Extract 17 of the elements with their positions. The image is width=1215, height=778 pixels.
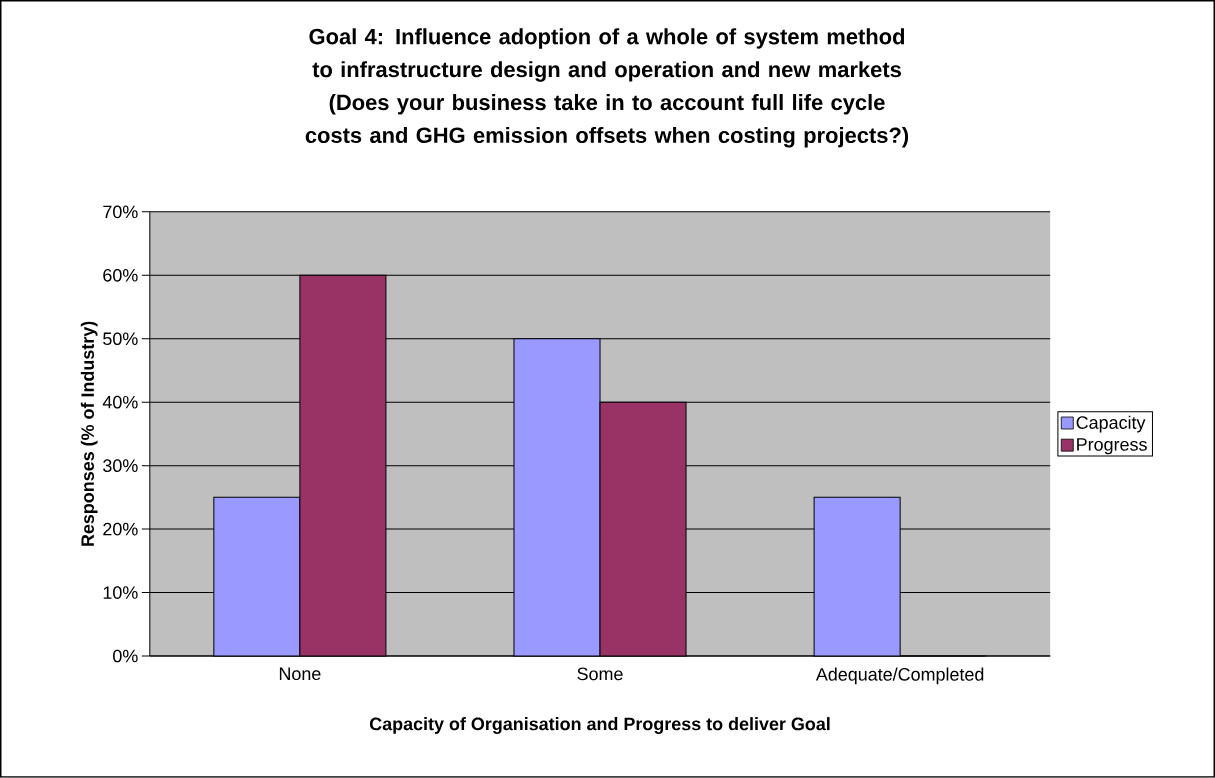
y-tick-label: 10%	[103, 586, 138, 599]
y-tick-label: 30%	[103, 459, 138, 473]
legend-label: Progress	[1077, 438, 1147, 455]
legend-label: Capacity	[1076, 415, 1146, 433]
y-tick-label: 70%	[103, 205, 138, 219]
x-tick-label: Some	[577, 667, 623, 681]
x-axis-title: Capacity of Organisation and Progress to deliver Goal	[369, 717, 830, 734]
y-tick-label: 50%	[103, 332, 138, 346]
y-axis-title: Responses (% of Industry)	[80, 321, 98, 546]
x-tick-label: None	[279, 667, 321, 681]
y-tick-label: 40%	[102, 395, 138, 409]
chart-title: Goal 4: Influence adoption of a whole of system method to infrastructure design and operation and new markets	[309, 28, 905, 82]
y-tick-label: 0%	[113, 649, 138, 663]
y-tick-label: 60%	[103, 269, 138, 282]
chart-subtitle: (Does your business take in to account full life cycle costs and GHG emission offsets when costing projects?)	[305, 94, 909, 148]
x-tick-label: Adequate/Completed	[815, 667, 984, 685]
y-tick-label: 20%	[103, 522, 138, 536]
